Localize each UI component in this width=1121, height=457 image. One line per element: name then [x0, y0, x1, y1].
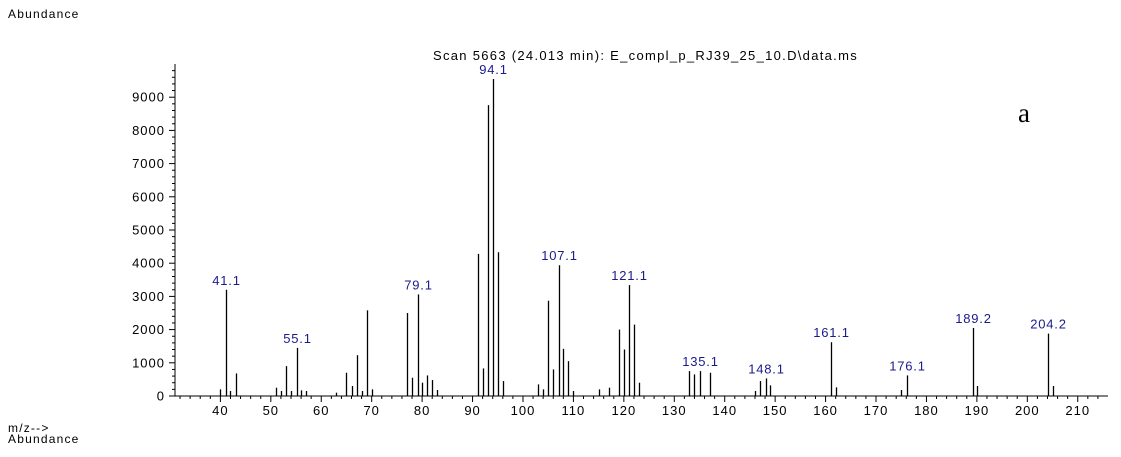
x-tick-label: 110	[562, 403, 586, 418]
y-tick-label: 6000	[132, 189, 165, 204]
next-panel-y-axis-label: Abundance	[8, 432, 80, 446]
peak-label: 161.1	[813, 325, 850, 340]
y-tick-label: 3000	[132, 289, 165, 304]
chart-title: Scan 5663 (24.013 min): E_compl_p_RJ39_2…	[432, 48, 859, 63]
y-tick-label: 5000	[132, 223, 165, 238]
y-tick-label: 1000	[132, 355, 165, 370]
x-tick-label: 200	[1015, 403, 1040, 418]
y-tick-label: 7000	[132, 156, 165, 171]
x-tick-label: 160	[813, 403, 838, 418]
x-tick-label: 210	[1065, 403, 1090, 418]
peak-label: 107.1	[541, 248, 578, 263]
y-axis-label: Abundance	[8, 7, 80, 21]
x-tick-label: 60	[313, 403, 329, 418]
peak-label: 94.1	[479, 62, 508, 77]
x-tick-label: 180	[914, 403, 939, 418]
peak-label: 148.1	[748, 361, 785, 376]
peak-label: 135.1	[682, 354, 719, 369]
x-tick-label: 130	[662, 403, 687, 418]
x-tick-label: 40	[212, 403, 228, 418]
x-tick-label: 100	[511, 403, 536, 418]
y-tick-label: 2000	[132, 322, 165, 337]
x-tick-label: 150	[763, 403, 788, 418]
x-tick-label: 80	[414, 403, 430, 418]
x-tick-label: 190	[965, 403, 990, 418]
panel-letter: a	[1018, 98, 1030, 128]
x-axis-label: m/z-->	[8, 421, 50, 435]
peak-label: 55.1	[283, 331, 312, 346]
x-tick-label: 70	[363, 403, 379, 418]
y-tick-label: 4000	[132, 256, 165, 271]
peak-label: 189.2	[955, 311, 992, 326]
y-tick-label: 0	[157, 389, 165, 404]
x-tick-label: 50	[263, 403, 279, 418]
x-tick-label: 90	[464, 403, 480, 418]
x-tick-label: 140	[712, 403, 737, 418]
peak-label: 121.1	[611, 268, 648, 283]
peak-label: 41.1	[212, 273, 241, 288]
y-tick-label: 9000	[132, 90, 165, 105]
y-tick-label: 8000	[132, 123, 165, 138]
peak-label: 176.1	[889, 358, 926, 373]
x-tick-label: 120	[611, 403, 636, 418]
x-tick-label: 170	[864, 403, 889, 418]
peak-label: 204.2	[1030, 317, 1067, 332]
peak-label: 79.1	[404, 277, 433, 292]
